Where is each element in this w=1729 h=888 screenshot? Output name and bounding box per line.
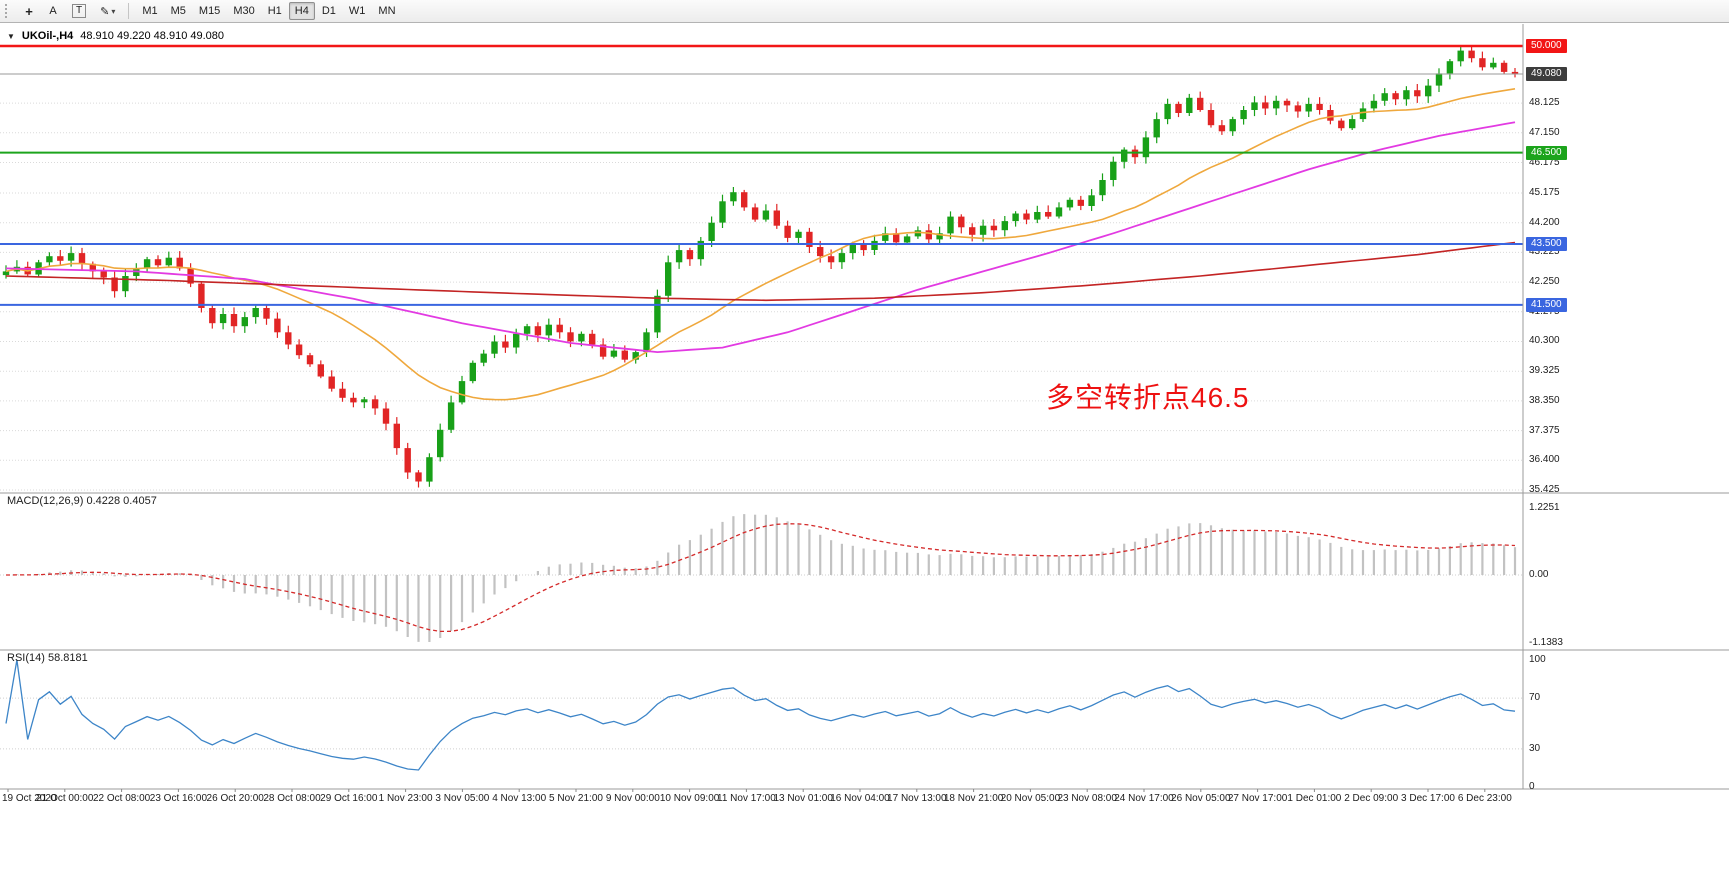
macd-layer (5, 514, 1517, 642)
collapse-arrow-icon[interactable]: ▼ (7, 31, 15, 41)
label-tool-button[interactable]: T (66, 2, 92, 20)
ohlc-values: 48.910 49.220 48.910 49.080 (80, 30, 225, 42)
crosshair-tool-button[interactable]: + (18, 2, 40, 20)
top-toolbar: + A T ✎ ▾ M1 M5 M15 M30 H1 H4 D1 W1 MN (0, 0, 1729, 23)
rsi-pane-label: RSI(14) 58.8181 (7, 652, 88, 664)
timeframe-button-m5[interactable]: M5 (165, 2, 192, 20)
timeframe-button-h4[interactable]: H4 (288, 2, 315, 20)
timeframe-button-d1[interactable]: D1 (316, 2, 342, 20)
rsi-layer (5, 659, 1516, 771)
separators-layer (0, 24, 1729, 792)
toolbar-separator (128, 3, 130, 19)
macd-indicator-name: MACD(12,26,9) (7, 495, 84, 507)
timeframe-button-w1[interactable]: W1 (343, 2, 372, 20)
rsi-indicator-name: RSI(14) (7, 652, 45, 664)
dropdown-arrow-icon: ▾ (111, 6, 116, 16)
macd-pane-label: MACD(12,26,9) 0.4228 0.4057 (7, 495, 157, 507)
timeframe-button-m15[interactable]: M15 (193, 2, 226, 20)
symbol-title: UKOil-,H4 (21, 30, 74, 42)
text-a-icon: A (49, 5, 57, 17)
grid-layer (0, 102, 1523, 750)
pencil-icon: ✎ (100, 5, 110, 18)
toolbar-grip[interactable] (5, 4, 12, 18)
chart-annotation: 多空转折点46.5 (1046, 382, 1250, 413)
timeframe-button-h1[interactable]: H1 (262, 2, 288, 20)
timeframe-button-m1[interactable]: M1 (136, 2, 163, 20)
macd-indicator-values: 0.4228 0.4057 (86, 495, 157, 507)
chart-title: ▼ UKOil-,H4 48.910 49.220 48.910 49.080 (7, 30, 224, 42)
rsi-indicator-value: 58.8181 (47, 652, 88, 664)
chart-canvas[interactable] (0, 24, 1729, 888)
text-tool-button[interactable]: A (42, 2, 64, 20)
timeframe-toolbar: M1 M5 M15 M30 H1 H4 D1 W1 MN (136, 2, 401, 20)
moving-averages-layer (5, 88, 1516, 401)
draw-tool-button[interactable]: ✎ ▾ (94, 2, 121, 20)
timeframe-button-m30[interactable]: M30 (227, 2, 260, 20)
levels-layer (0, 44, 1523, 306)
chart-window: ▼ UKOil-,H4 48.910 49.220 48.910 49.080 … (0, 24, 1729, 888)
timeframe-button-mn[interactable]: MN (372, 2, 401, 20)
crosshair-icon: + (25, 3, 33, 19)
text-t-icon: T (72, 4, 87, 18)
